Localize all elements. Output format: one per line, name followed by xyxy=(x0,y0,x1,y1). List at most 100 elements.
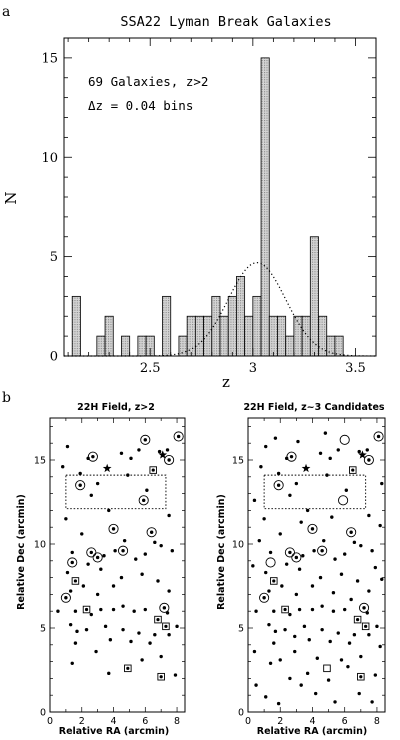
y-tick-label: 10 xyxy=(41,151,58,166)
galaxy-dot xyxy=(310,607,315,612)
galaxy-dot xyxy=(326,678,331,682)
galaxy-dot xyxy=(352,633,357,637)
galaxy-dot xyxy=(143,552,147,556)
histogram-frame xyxy=(63,37,377,357)
sky-map-all-galaxies: 22H Field, z>2 Relative RA (arcmin) Rela… xyxy=(16,402,186,737)
galaxy-dot xyxy=(89,493,93,497)
galaxy-dot xyxy=(336,631,340,635)
y-tick-label: 0 xyxy=(50,350,58,365)
galaxy-dot xyxy=(252,498,257,503)
galaxy-dot xyxy=(254,609,258,613)
boxed-galaxy-square xyxy=(357,672,365,681)
x-tick-label: 0 xyxy=(47,716,53,727)
circled-galaxy-dot xyxy=(167,458,171,462)
galaxy-dot xyxy=(129,456,133,461)
galaxy-dot xyxy=(339,658,344,662)
histogram-bar xyxy=(252,295,262,357)
galaxy-dot xyxy=(157,449,162,454)
boxed-galaxy-dot xyxy=(356,618,360,622)
galaxy-dot xyxy=(333,700,337,704)
galaxy-dot xyxy=(370,700,374,704)
histogram-bar xyxy=(334,335,344,357)
galaxy-dot xyxy=(121,604,125,608)
circled-galaxy-dot xyxy=(143,438,147,442)
x-tick-label: 4 xyxy=(111,716,117,727)
circled-galaxy-ring xyxy=(307,523,318,534)
galaxy-dot xyxy=(122,538,127,543)
y-tick-label: 10 xyxy=(232,540,244,551)
boxed-galaxy-square xyxy=(124,664,132,673)
histogram-bar xyxy=(162,295,172,357)
galaxy-dot xyxy=(267,622,271,627)
galaxy-dot xyxy=(357,691,361,696)
circled-galaxy-dot xyxy=(121,549,125,553)
histogram-bar xyxy=(293,315,303,357)
galaxy-dot xyxy=(268,550,273,555)
y-tick-label: 15 xyxy=(232,456,244,467)
galaxy-dot xyxy=(95,592,100,597)
boxed-galaxy-dot xyxy=(159,675,163,679)
galaxy-dot xyxy=(61,465,65,469)
circled-galaxy-dot xyxy=(367,458,371,462)
histogram-bar xyxy=(194,315,204,357)
galaxy-dot xyxy=(380,577,384,581)
circled-galaxy-dot xyxy=(64,596,68,600)
circled-galaxy-ring xyxy=(92,552,103,563)
galaxy-dot xyxy=(64,517,68,521)
galaxy-dot xyxy=(370,549,374,553)
galaxy-dot xyxy=(140,572,144,576)
open-circle xyxy=(338,495,349,506)
galaxy-dot xyxy=(357,449,361,454)
boxed-galaxy-dot xyxy=(283,607,287,612)
galaxy-dot xyxy=(313,691,318,696)
galaxy-dot xyxy=(56,609,60,613)
y-tick-label: 10 xyxy=(34,540,46,551)
galaxy-dot xyxy=(305,671,310,676)
galaxy-dot xyxy=(367,633,371,637)
galaxy-dot xyxy=(299,520,303,524)
galaxy-dot xyxy=(173,673,178,677)
galaxy-dot xyxy=(89,612,93,617)
galaxy-dot xyxy=(254,683,258,687)
galaxy-dot xyxy=(264,695,268,699)
galaxy-dot xyxy=(278,532,282,536)
circled-galaxy-dot xyxy=(310,527,315,531)
galaxy-dot xyxy=(352,540,357,545)
galaxy-dot xyxy=(267,589,271,593)
sky-map-all-x-label: Relative RA (arcmin) xyxy=(59,726,169,737)
galaxy-dot xyxy=(375,624,379,629)
galaxy-dot xyxy=(70,661,74,665)
boxed-galaxy-square xyxy=(157,672,165,681)
boxed-galaxy-dot xyxy=(126,666,130,670)
circled-galaxy-dot xyxy=(349,530,353,534)
sky-map-z3-candidates: 22H Field, z~3 Candidates Relative RA (a… xyxy=(216,402,386,737)
histogram-bar xyxy=(244,315,254,357)
boxed-galaxy-square xyxy=(154,615,162,624)
galaxy-dot xyxy=(102,554,106,558)
galaxy-dot xyxy=(331,591,336,595)
galaxy-dot xyxy=(293,634,297,639)
galaxy-dot xyxy=(343,552,347,556)
circled-galaxy-ring xyxy=(140,434,151,445)
boxed-galaxy-dot xyxy=(351,468,355,472)
galaxy-dot xyxy=(307,638,311,642)
star-marker xyxy=(102,463,112,473)
x-tick-label: 0 xyxy=(245,716,251,727)
galaxy-dot xyxy=(68,622,73,627)
circled-galaxy-ring xyxy=(67,557,78,568)
galaxy-dot xyxy=(73,609,78,613)
circled-galaxy-dot xyxy=(376,434,381,439)
y-tick-label: 0 xyxy=(40,708,46,719)
galaxy-dot xyxy=(129,639,133,644)
galaxy-dot xyxy=(328,639,332,644)
galaxy-dot xyxy=(156,579,160,583)
circled-galaxy-ring xyxy=(286,451,297,462)
circled-galaxy-dot xyxy=(162,606,167,610)
galaxy-dot xyxy=(283,627,287,632)
galaxy-dot xyxy=(367,513,371,518)
galaxy-dot xyxy=(159,654,163,659)
galaxy-dot xyxy=(325,473,329,477)
circled-galaxy-dot xyxy=(95,555,100,560)
galaxy-dot xyxy=(272,609,276,613)
